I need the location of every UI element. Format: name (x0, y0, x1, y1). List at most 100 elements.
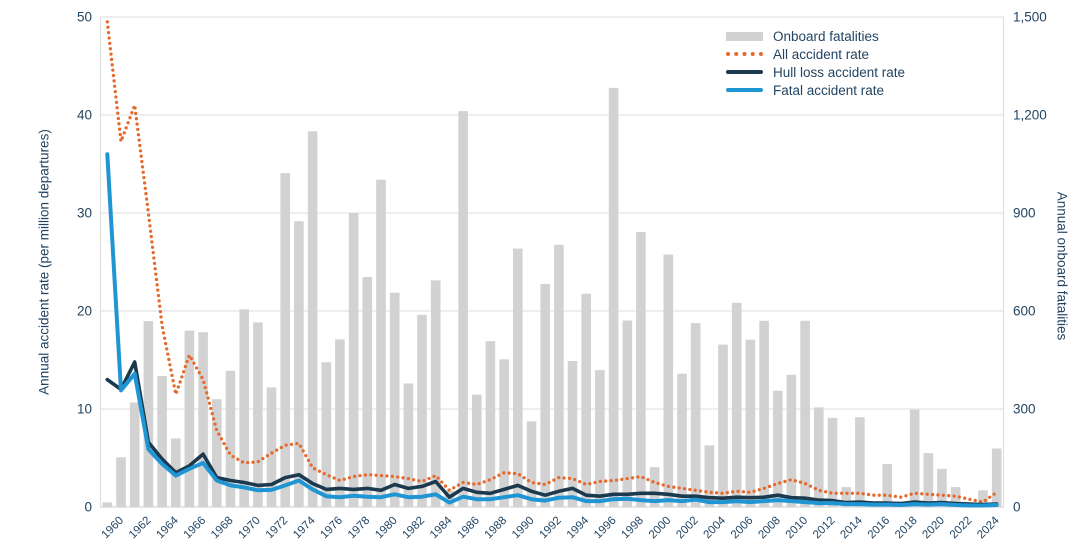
legend-item-onboard-fatalities: Onboard fatalities (726, 28, 905, 44)
bar-swatch-icon (726, 31, 763, 41)
bar-1976 (335, 339, 345, 507)
bar-2008 (773, 390, 783, 507)
legend-item-fatal-accident-rate: Fatal accident rate (726, 83, 905, 98)
x-tick-label: 2022 (948, 515, 975, 541)
x-tick-label: 2020 (920, 515, 947, 541)
bar-1992 (554, 244, 564, 507)
x-tick-label: 1960 (100, 515, 127, 541)
bar-1978 (362, 277, 373, 507)
x-tick-label: 1978 (346, 515, 373, 541)
bar-2005 (731, 302, 742, 507)
legend-label: Onboard fatalities (773, 28, 879, 44)
legend: Onboard fatalities All accident rate Hul… (726, 28, 906, 98)
bar-2021 (950, 487, 961, 507)
bar-1968 (225, 370, 236, 507)
x-tick-label: 2004 (702, 514, 729, 541)
bar-1986 (472, 394, 482, 507)
x-tick-label: 1982 (401, 515, 428, 541)
line-all-accident-rate (105, 20, 999, 504)
bar-1982 (417, 314, 427, 507)
bar-1959 (102, 502, 113, 507)
bar-1962 (143, 321, 154, 507)
x-tick-label: 2018 (893, 515, 920, 541)
x-tick-label: 2008 (756, 515, 783, 541)
bar-1967 (212, 399, 222, 507)
bar-2007 (759, 320, 769, 507)
right-tick-label: 1,500 (1013, 10, 1047, 25)
left-tick-label: 30 (77, 206, 92, 221)
legend-item-all-accident-rate: All accident rate (726, 46, 905, 62)
x-tick-label: 2010 (784, 515, 811, 541)
bar-1961 (129, 402, 140, 507)
bar-1987 (485, 341, 496, 507)
right-tick-label: 0 (1013, 500, 1021, 515)
x-tick-label: 1980 (373, 515, 400, 541)
bar-2006 (745, 339, 756, 507)
bar-2013 (841, 487, 851, 507)
x-tick-label: 1992 (537, 515, 564, 541)
line-fatal-accident-rate (105, 152, 999, 508)
bar-2018 (909, 409, 920, 507)
x-tick-label: 1966 (182, 515, 209, 541)
bar-1966 (198, 332, 208, 507)
bar-2019 (923, 453, 934, 507)
bar-2014 (855, 417, 865, 507)
right-axis-title: Annual onboard fatalities (1054, 191, 1070, 341)
bar-1995 (595, 370, 605, 507)
bar-1991 (540, 283, 550, 507)
left-tick-label: 0 (84, 500, 92, 515)
bar-1979 (376, 179, 386, 507)
bar-2001 (677, 373, 687, 507)
bar-1960 (116, 457, 126, 507)
bar-2011 (814, 407, 824, 507)
bar-1963 (157, 376, 167, 507)
x-tick-label: 1986 (455, 515, 482, 541)
left-tick-label: 40 (77, 108, 92, 123)
right-tick-label: 300 (1013, 402, 1036, 417)
right-tick-label: 600 (1013, 304, 1036, 319)
bar-1970 (253, 322, 263, 507)
bar-1974 (307, 131, 318, 508)
x-tick-label: 2000 (647, 515, 674, 541)
blue-line-swatch-icon (726, 88, 763, 92)
bar-1985 (458, 111, 468, 507)
bar-1977 (348, 213, 359, 507)
bar-2009 (786, 374, 797, 507)
bar-1965 (184, 330, 195, 507)
bar-2016 (882, 463, 892, 507)
right-tick-label: 900 (1013, 206, 1036, 221)
x-tick-label: 1984 (428, 514, 455, 541)
right-tick-label: 1,200 (1013, 108, 1047, 123)
bar-1994 (581, 293, 591, 507)
bar-1971 (266, 387, 277, 507)
x-tick-label: 1972 (264, 515, 291, 541)
x-tick-label: 1968 (209, 515, 236, 541)
bar-1975 (321, 362, 332, 507)
x-tick-label: 1994 (565, 514, 592, 541)
dotted-line-swatch-icon (726, 52, 763, 56)
bar-1998 (636, 231, 646, 507)
bar-1972 (280, 173, 290, 507)
navy-line-swatch-icon (726, 70, 763, 74)
x-tick-label: 1988 (483, 515, 510, 541)
legend-item-hull-loss-accident-rate: Hull loss accident rate (726, 64, 906, 80)
bar-2004 (718, 344, 728, 507)
left-axis-title: Annual accident rate (per million depart… (36, 129, 52, 395)
x-tick-label: 2014 (838, 514, 865, 541)
left-tick-label: 20 (77, 304, 92, 319)
x-tick-label: 1996 (592, 515, 619, 541)
legend-label: Hull loss accident rate (773, 64, 906, 80)
x-tick-label: 2016 (866, 515, 893, 541)
x-tick-label: 2006 (729, 515, 756, 541)
x-tick-label: 1964 (154, 514, 181, 541)
left-tick-label: 10 (77, 402, 92, 417)
x-tick-label: 1974 (291, 514, 318, 541)
x-tick-label: 1998 (619, 515, 646, 541)
x-tick-label: 2012 (811, 515, 838, 541)
legend-label: All accident rate (773, 46, 870, 62)
x-tick-label: 1990 (510, 515, 537, 541)
bar-1973 (294, 221, 304, 507)
bar-1993 (567, 361, 578, 507)
bar-2023 (978, 490, 988, 507)
